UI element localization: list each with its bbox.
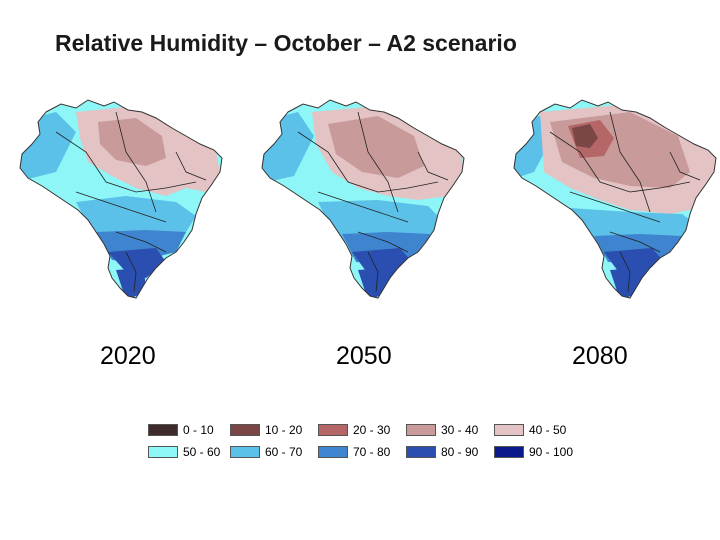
humidity-map-2020 — [16, 92, 228, 302]
humidity-map-2080 — [510, 92, 720, 302]
legend-swatch — [148, 446, 178, 458]
legend-item: 60 - 70 — [230, 445, 302, 459]
legend-label: 70 - 80 — [353, 445, 391, 459]
legend-label: 90 - 100 — [529, 445, 574, 459]
legend-label: 30 - 40 — [441, 423, 479, 437]
year-label-2020: 2020 — [100, 342, 156, 370]
legend-swatch — [494, 424, 524, 436]
legend-item: 40 - 50 — [494, 423, 566, 437]
legend-item: 90 - 100 — [494, 445, 573, 459]
legend-swatch — [318, 424, 348, 436]
year-label-2080: 2080 — [572, 342, 628, 370]
legend-label: 20 - 30 — [353, 423, 391, 437]
legend-swatch — [230, 446, 260, 458]
year-label-2050: 2050 — [336, 342, 392, 370]
legend-label: 80 - 90 — [441, 445, 479, 459]
legend-item: 0 - 10 — [148, 423, 214, 437]
legend-swatch — [406, 424, 436, 436]
legend-swatch — [230, 424, 260, 436]
legend-label: 40 - 50 — [529, 423, 567, 437]
legend-item: 50 - 60 — [148, 445, 220, 459]
legend-item: 20 - 30 — [318, 423, 390, 437]
legend-item: 80 - 90 — [406, 445, 478, 459]
legend-item: 30 - 40 — [406, 423, 478, 437]
legend-item: 10 - 20 — [230, 423, 302, 437]
legend-swatch — [148, 424, 178, 436]
legend-item: 70 - 80 — [318, 445, 390, 459]
legend-swatch — [494, 446, 524, 458]
legend-label: 0 - 10 — [183, 423, 214, 437]
map-title: Relative Humidity – October – A2 scenari… — [55, 30, 517, 56]
legend-label: 10 - 20 — [265, 423, 303, 437]
legend-label: 60 - 70 — [265, 445, 303, 459]
legend-label: 50 - 60 — [183, 445, 221, 459]
legend: 0 - 10 10 - 20 20 - 30 30 - 40 40 - 50 5… — [148, 423, 588, 463]
legend-swatch — [318, 446, 348, 458]
humidity-map-2050 — [258, 92, 470, 302]
legend-swatch — [406, 446, 436, 458]
